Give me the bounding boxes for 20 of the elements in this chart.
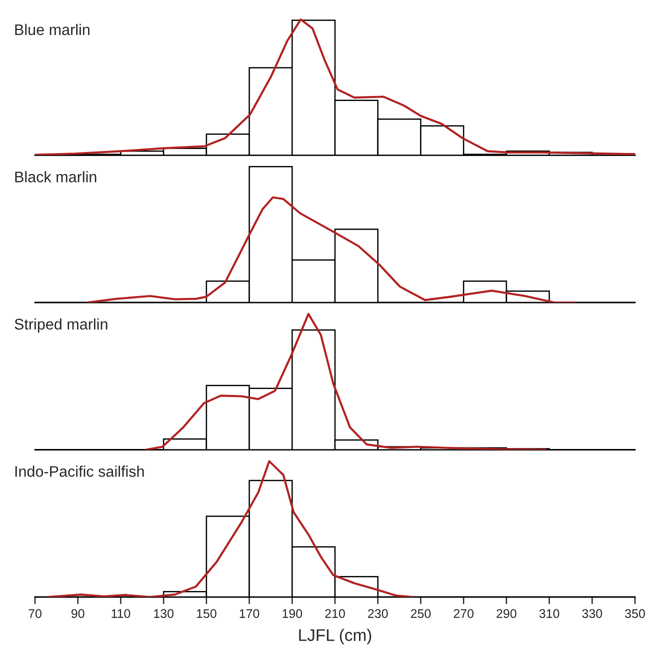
x-tick-label: 230 — [368, 609, 388, 618]
x-tick-label: 150 — [196, 609, 216, 618]
x-tick-label: 330 — [582, 609, 602, 618]
x-tick-label: 170 — [240, 609, 260, 618]
x-tick-label: 350 — [625, 609, 645, 618]
chart-title: Striped marlin — [14, 318, 108, 333]
chart-title: Black marlin — [15, 171, 96, 182]
x-tick-label: 90 — [71, 609, 84, 618]
x-tick-label: 290 — [496, 609, 516, 618]
chart-title: Indo-Pacific sailfish — [15, 466, 144, 477]
x-tick-label: 110 — [112, 609, 130, 618]
x-tick-label: 130 — [154, 609, 174, 618]
x-tick-label: 70 — [28, 609, 42, 618]
x-tick-label: 250 — [410, 609, 431, 618]
chart-title: Blue marlin — [15, 24, 90, 36]
x-tick-label: 190 — [282, 609, 302, 618]
x-tick-label: 310 — [539, 609, 560, 618]
x-tick-label: 210 — [325, 609, 345, 618]
x-tick-label: 270 — [454, 609, 474, 618]
x-axis-title: LJFL (cm) — [299, 628, 372, 644]
